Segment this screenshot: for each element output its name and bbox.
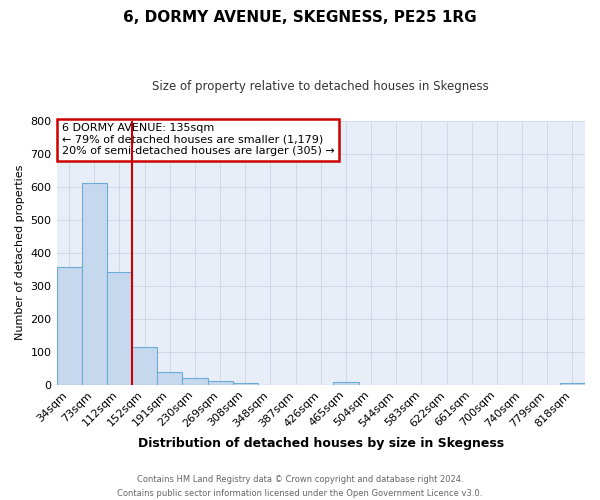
Text: 6 DORMY AVENUE: 135sqm
← 79% of detached houses are smaller (1,179)
20% of semi-: 6 DORMY AVENUE: 135sqm ← 79% of detached… bbox=[62, 123, 335, 156]
Bar bbox=[560, 383, 585, 385]
X-axis label: Distribution of detached houses by size in Skegness: Distribution of detached houses by size … bbox=[138, 437, 504, 450]
Bar bbox=[233, 383, 258, 385]
Bar bbox=[208, 380, 233, 385]
Bar bbox=[82, 183, 107, 385]
Title: Size of property relative to detached houses in Skegness: Size of property relative to detached ho… bbox=[152, 80, 489, 93]
Bar bbox=[132, 348, 157, 385]
Bar bbox=[334, 382, 359, 385]
Text: 6, DORMY AVENUE, SKEGNESS, PE25 1RG: 6, DORMY AVENUE, SKEGNESS, PE25 1RG bbox=[123, 10, 477, 25]
Bar bbox=[107, 272, 132, 385]
Y-axis label: Number of detached properties: Number of detached properties bbox=[15, 165, 25, 340]
Text: Contains HM Land Registry data © Crown copyright and database right 2024.
Contai: Contains HM Land Registry data © Crown c… bbox=[118, 476, 482, 498]
Bar bbox=[157, 372, 182, 385]
Bar bbox=[182, 378, 208, 385]
Bar bbox=[56, 267, 82, 385]
